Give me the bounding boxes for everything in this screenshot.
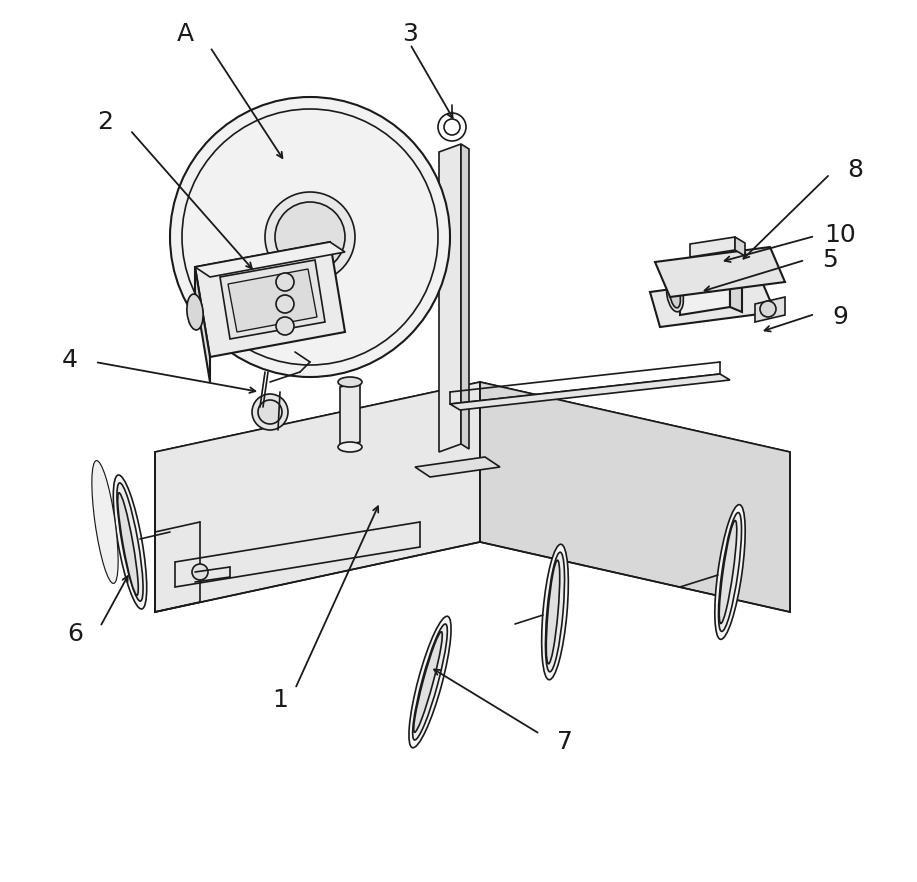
Text: 1: 1 (272, 688, 288, 712)
Ellipse shape (413, 624, 447, 740)
Ellipse shape (719, 520, 736, 624)
Polygon shape (195, 242, 345, 357)
Polygon shape (415, 457, 500, 477)
Polygon shape (755, 297, 785, 322)
Ellipse shape (187, 294, 204, 330)
Polygon shape (450, 374, 730, 410)
Ellipse shape (338, 442, 362, 452)
Ellipse shape (546, 552, 565, 672)
Ellipse shape (542, 544, 569, 680)
Ellipse shape (719, 512, 742, 632)
Text: A: A (176, 22, 193, 46)
Circle shape (252, 394, 288, 430)
Circle shape (258, 400, 282, 424)
Polygon shape (680, 274, 730, 315)
Ellipse shape (117, 483, 143, 602)
Polygon shape (195, 242, 345, 277)
Ellipse shape (114, 475, 147, 609)
Ellipse shape (117, 493, 138, 595)
Ellipse shape (92, 460, 118, 583)
Polygon shape (228, 269, 317, 332)
Text: 3: 3 (402, 22, 418, 46)
Polygon shape (730, 274, 742, 312)
Text: 9: 9 (832, 305, 848, 329)
Ellipse shape (667, 278, 683, 312)
Text: 7: 7 (557, 730, 573, 754)
Polygon shape (155, 382, 790, 522)
Polygon shape (655, 247, 785, 297)
Circle shape (265, 192, 355, 282)
Polygon shape (220, 260, 325, 339)
Text: 6: 6 (67, 622, 83, 646)
Circle shape (276, 317, 294, 335)
Polygon shape (439, 144, 461, 452)
Polygon shape (690, 237, 735, 257)
Circle shape (276, 273, 294, 291)
Text: 10: 10 (824, 223, 856, 247)
Text: 4: 4 (62, 348, 78, 372)
Circle shape (276, 295, 294, 313)
Ellipse shape (409, 617, 451, 748)
Text: 5: 5 (823, 248, 838, 272)
Ellipse shape (338, 377, 362, 387)
Circle shape (170, 97, 450, 377)
Circle shape (192, 564, 208, 580)
Ellipse shape (547, 560, 559, 664)
Circle shape (760, 301, 776, 317)
Polygon shape (480, 382, 790, 612)
Ellipse shape (715, 505, 746, 639)
Ellipse shape (669, 282, 680, 308)
Text: 8: 8 (847, 158, 863, 182)
Text: 2: 2 (97, 110, 113, 134)
Ellipse shape (414, 632, 442, 732)
Polygon shape (155, 382, 480, 612)
Polygon shape (340, 382, 360, 447)
Polygon shape (195, 267, 210, 382)
Polygon shape (650, 277, 775, 327)
Polygon shape (461, 144, 469, 449)
Polygon shape (735, 237, 745, 256)
Circle shape (275, 202, 345, 272)
